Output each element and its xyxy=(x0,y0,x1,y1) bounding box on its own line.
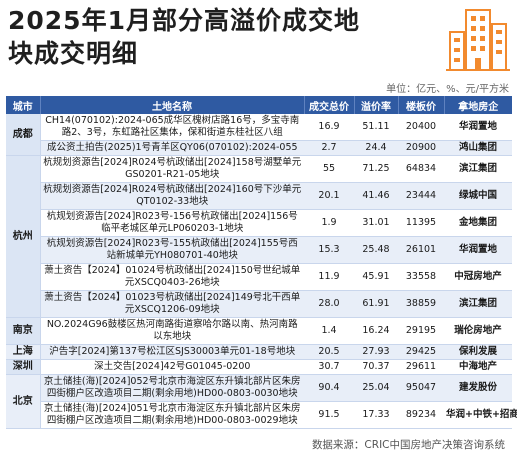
floor-price-cell: 89234 xyxy=(398,401,444,429)
floor-price-cell: 20900 xyxy=(398,140,444,156)
premium-rate-cell: 45.91 xyxy=(354,263,398,291)
total-price-cell: 1.9 xyxy=(304,209,354,237)
table-row: 北京 京土储挂(海)[2024]052号北京市海淀区东升镇北部片区朱房四街棚户区改… xyxy=(6,374,512,429)
land-name-cell: 杭规划资源告[2024]R024号杭政储出[2024]160号下沙单元QT010… xyxy=(40,182,304,210)
premium-rate-cell: 41.46 xyxy=(354,182,398,210)
total-price-cell: 91.5 xyxy=(304,401,354,429)
land-name-cell: 萧土资告【2024】01023号杭政储出[2024]149号北干西单元XSCQ1… xyxy=(40,290,304,318)
premium-rate-cell: 31.01 xyxy=(354,209,398,237)
header-city: 城市 xyxy=(6,96,40,114)
floor-price-cell: 26101 xyxy=(398,236,444,264)
total-price-cell: 90.4 xyxy=(304,374,354,402)
total-price-cell: 1.4 xyxy=(304,317,354,345)
title-line-1: 2025年1月部分高溢价成交地 xyxy=(8,6,360,35)
city-cell: 南京 xyxy=(6,317,41,345)
land-deals-table: 城市 土地名称 成交总价 溢价率 楼板价 拿地房企 成都 CH14(070102)… xyxy=(6,96,517,429)
premium-rate-cell: 71.25 xyxy=(354,155,398,183)
developer-cell: 华润置地 xyxy=(444,236,512,264)
page-title: 2025年1月部分高溢价成交地 块成交明细 xyxy=(8,4,428,70)
floor-price-cell: 33558 xyxy=(398,263,444,291)
premium-rate-cell: 25.04 xyxy=(354,374,398,402)
total-price-cell: 20.1 xyxy=(304,182,354,210)
table-row: 杭规划资源告[2024]R023号-155杭政储出[2024]155号西站新城单… xyxy=(6,236,512,264)
premium-rate-cell: 51.11 xyxy=(354,114,398,141)
premium-rate-cell: 27.93 xyxy=(354,344,398,360)
table-row: 杭规划资源告[2024]R024号杭政储出[2024]160号下沙单元QT010… xyxy=(6,182,512,210)
table-row: 萧土资告【2024】01024号杭政储出[2024]150号世纪城单元XSCQ0… xyxy=(6,263,512,291)
header-developer: 拿地房企 xyxy=(443,96,512,114)
premium-rate-cell: 70.37 xyxy=(354,359,398,375)
floor-price-cell: 95047 xyxy=(398,374,444,402)
premium-rate-cell: 24.4 xyxy=(354,140,398,156)
land-name-cell: 杭规划资源告[2024]R023号-155杭政储出[2024]155号西站新城单… xyxy=(40,236,304,264)
developer-cell: 鸿山集团 xyxy=(444,140,512,156)
premium-rate-cell: 25.48 xyxy=(354,236,398,264)
developer-cell: 中海地产 xyxy=(444,359,512,375)
land-name-cell: 深土交告[2024]42号G01045-0200 xyxy=(40,359,304,375)
city-cell: 深圳 xyxy=(6,359,41,375)
land-name-cell: 京土储挂(海)[2024]051号北京市海淀区东升镇北部片区朱房四街棚户区改造项… xyxy=(40,401,304,429)
developer-cell: 金地集团 xyxy=(444,209,512,237)
table-row: 杭州 杭规划资源告[2024]R024号杭政储出[2024]158号湖墅单元GS0… xyxy=(6,155,512,318)
premium-rate-cell: 61.91 xyxy=(354,290,398,318)
developer-cell: 滨江集团 xyxy=(444,155,512,183)
developer-cell: 华润置地 xyxy=(444,114,512,141)
city-cell: 上海 xyxy=(6,344,41,360)
total-price-cell: 2.7 xyxy=(304,140,354,156)
city-buildings-icon xyxy=(446,9,510,71)
total-price-cell: 30.7 xyxy=(304,359,354,375)
table-row: 成公资土拍告(2025)1号青羊区QY06(070102):2024-055 2.… xyxy=(6,140,512,156)
floor-price-cell: 64834 xyxy=(398,155,444,183)
floor-price-cell: 23444 xyxy=(398,182,444,210)
total-price-cell: 11.9 xyxy=(304,263,354,291)
table-row: 京土储挂(海)[2024]051号北京市海淀区东升镇北部片区朱房四街棚户区改造项… xyxy=(6,401,517,429)
developer-cell: 中冠房地产 xyxy=(444,263,512,291)
table-row: 杭规划资源告[2024]R023号-156号杭政储出[2024]156号临平老城… xyxy=(6,209,512,237)
floor-price-cell: 38859 xyxy=(398,290,444,318)
developer-cell: 瑞伦房地产 xyxy=(444,317,512,345)
land-name-cell: 成公资土拍告(2025)1号青羊区QY06(070102):2024-055 xyxy=(40,140,304,156)
floor-price-cell: 29611 xyxy=(398,359,444,375)
table-row: 南京 NO.2024G96鼓楼区热河南路街道察哈尔路以南、热河南路以东地块 1.4 1… xyxy=(6,317,512,345)
land-name-cell: 沪告字[2024]第137号松江区SJS30003单元01-18号地块 xyxy=(40,344,304,360)
table-row: 萧土资告【2024】01023号杭政储出[2024]149号北干西单元XSCQ1… xyxy=(6,290,512,318)
title-line-2: 块成交明细 xyxy=(8,39,139,68)
land-name-cell: CH14(070102):2024-065成华区槐树店路16号，多宝寺南路2、3… xyxy=(40,114,304,141)
table-header-row: 城市 土地名称 成交总价 溢价率 楼板价 拿地房企 xyxy=(6,96,512,114)
developer-cell: 绿城中国 xyxy=(444,182,512,210)
total-price-cell: 55 xyxy=(304,155,354,183)
table-row: 深圳 深土交告[2024]42号G01045-0200 30.7 70.37 29611… xyxy=(6,359,512,375)
land-name-cell: NO.2024G96鼓楼区热河南路街道察哈尔路以南、热河南路以东地块 xyxy=(40,317,304,345)
city-cell: 北京 xyxy=(6,374,41,429)
header-premium-rate: 溢价率 xyxy=(353,96,398,114)
table-row: 上海 沪告字[2024]第137号松江区SJS30003单元01-18号地块 20.… xyxy=(6,344,512,360)
units-label: 单位：亿元、%、元/平方米 xyxy=(386,84,509,95)
developer-cell: 滨江集团 xyxy=(444,290,512,318)
total-price-cell: 28.0 xyxy=(304,290,354,318)
header-total-price: 成交总价 xyxy=(303,96,354,114)
table-row: 成都 CH14(070102):2024-065成华区槐树店路16号，多宝寺南路2… xyxy=(6,114,512,156)
developer-cell: 华润+中铁+招商 xyxy=(444,401,517,429)
floor-price-cell: 20400 xyxy=(398,114,444,141)
floor-price-cell: 29195 xyxy=(398,317,444,345)
premium-rate-cell: 16.24 xyxy=(354,317,398,345)
city-cell: 成都 xyxy=(6,114,41,156)
land-name-cell: 杭规划资源告[2024]R023号-156号杭政储出[2024]156号临平老城… xyxy=(40,209,304,237)
floor-price-cell: 29425 xyxy=(398,344,444,360)
total-price-cell: 16.9 xyxy=(304,114,354,141)
total-price-cell: 20.5 xyxy=(304,344,354,360)
header-land-name: 土地名称 xyxy=(39,96,304,114)
land-name-cell: 京土储挂(海)[2024]052号北京市海淀区东升镇北部片区朱房四街棚户区改造项… xyxy=(40,374,304,402)
data-source: 数据来源：CRIC中国房地产决策咨询系统 xyxy=(311,439,505,451)
city-cell: 杭州 xyxy=(6,155,41,318)
developer-cell: 保利发展 xyxy=(444,344,512,360)
developer-cell: 建发股份 xyxy=(444,374,512,402)
floor-price-cell: 11395 xyxy=(398,209,444,237)
total-price-cell: 15.3 xyxy=(304,236,354,264)
header-floor-price: 楼板价 xyxy=(397,96,444,114)
premium-rate-cell: 17.33 xyxy=(354,401,398,429)
land-name-cell: 萧土资告【2024】01024号杭政储出[2024]150号世纪城单元XSCQ0… xyxy=(40,263,304,291)
land-name-cell: 杭规划资源告[2024]R024号杭政储出[2024]158号湖墅单元GS020… xyxy=(40,155,304,183)
